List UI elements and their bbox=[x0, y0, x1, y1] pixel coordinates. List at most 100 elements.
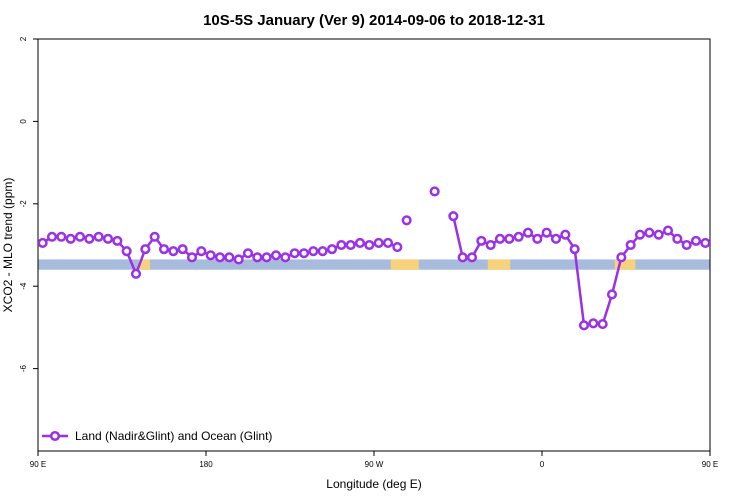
data-point bbox=[46, 231, 58, 242]
data-point bbox=[457, 252, 468, 263]
data-point bbox=[168, 246, 179, 257]
x-tick-label: 90 E bbox=[30, 460, 46, 469]
data-point bbox=[112, 235, 123, 246]
data-point bbox=[345, 239, 356, 251]
data-point bbox=[65, 233, 76, 244]
legend-marker-swatch bbox=[49, 430, 61, 442]
data-point bbox=[261, 252, 272, 263]
data-point bbox=[130, 268, 142, 279]
data-point bbox=[700, 237, 710, 248]
series-layer bbox=[38, 186, 747, 331]
chart-title: 10S-5S January (Ver 9) 2014-09-06 to 201… bbox=[203, 12, 545, 29]
land-segment bbox=[614, 259, 636, 270]
data-point bbox=[242, 248, 254, 259]
x-tick-label: 180 bbox=[199, 460, 213, 469]
data-point bbox=[532, 233, 543, 244]
data-point bbox=[597, 319, 608, 330]
data-point bbox=[336, 239, 347, 251]
x-tick-label: 90 W bbox=[365, 460, 384, 469]
data-point bbox=[513, 231, 524, 242]
data-point bbox=[569, 244, 580, 255]
data-point bbox=[476, 235, 487, 246]
data-point bbox=[280, 252, 291, 263]
data-point bbox=[56, 231, 67, 242]
land-segment bbox=[390, 259, 419, 270]
data-point bbox=[326, 244, 338, 255]
data-point bbox=[541, 227, 552, 238]
data-point bbox=[681, 239, 692, 251]
data-point bbox=[38, 237, 48, 248]
x-tick-label: 0 bbox=[540, 460, 545, 469]
data-point bbox=[709, 243, 710, 247]
y-tick-label: -2 bbox=[19, 200, 28, 208]
data-point bbox=[504, 233, 515, 244]
y-axis-label: XCO2 - MLO trend (ppm) bbox=[1, 178, 15, 313]
x-axis-label: Longitude (deg E) bbox=[326, 477, 421, 491]
data-point bbox=[298, 248, 310, 259]
y-tick-label: 2 bbox=[19, 36, 28, 41]
data-point bbox=[625, 239, 636, 251]
data-point bbox=[690, 235, 702, 246]
data-point bbox=[177, 244, 188, 255]
data-point bbox=[364, 239, 375, 251]
data-point bbox=[392, 242, 403, 253]
data-point bbox=[121, 246, 132, 257]
data-point bbox=[578, 320, 590, 331]
y-tick-label: -4 bbox=[19, 282, 28, 290]
data-point bbox=[224, 252, 235, 263]
data-point bbox=[634, 229, 646, 240]
data-point bbox=[730, 235, 738, 243]
data-point bbox=[448, 211, 459, 222]
data-point bbox=[289, 248, 300, 259]
data-point bbox=[560, 229, 571, 240]
data-point bbox=[196, 246, 207, 257]
data-point bbox=[739, 235, 747, 243]
data-point bbox=[522, 227, 534, 238]
data-point bbox=[252, 252, 263, 263]
data-point bbox=[74, 231, 86, 242]
data-point bbox=[214, 252, 226, 263]
data-point bbox=[308, 246, 319, 257]
data-point bbox=[317, 246, 328, 257]
data-point bbox=[102, 233, 114, 244]
data-point bbox=[588, 318, 599, 329]
data-point bbox=[93, 231, 104, 242]
data-point bbox=[429, 186, 440, 197]
data-point bbox=[186, 252, 198, 263]
data-point bbox=[466, 252, 478, 263]
data-point bbox=[140, 244, 151, 255]
data-point bbox=[373, 237, 384, 248]
data-point bbox=[354, 237, 366, 248]
data-point bbox=[270, 250, 282, 261]
ocean-band bbox=[38, 259, 710, 270]
series-line bbox=[452, 215, 710, 327]
series-lines bbox=[38, 186, 747, 331]
data-point bbox=[205, 250, 216, 261]
data-point bbox=[382, 237, 394, 248]
data-point bbox=[149, 231, 160, 242]
legend: Land (Nadir&Glint) and Ocean (Glint) bbox=[42, 429, 272, 443]
data-point bbox=[84, 233, 95, 244]
data-point bbox=[662, 225, 674, 236]
land-ocean-band bbox=[38, 259, 710, 270]
data-point bbox=[644, 227, 655, 238]
y-axis: -6 -4 -2 0 2 bbox=[19, 36, 38, 372]
data-point bbox=[606, 289, 618, 300]
data-point bbox=[653, 229, 664, 240]
x-axis: 90 E 180 90 W 0 90 E bbox=[30, 451, 718, 469]
x-tick-label: 90 E bbox=[702, 460, 718, 469]
data-point bbox=[720, 241, 728, 249]
y-tick-label: 0 bbox=[19, 119, 28, 124]
data-point bbox=[616, 252, 627, 263]
data-point bbox=[158, 244, 170, 255]
land-segment bbox=[487, 259, 511, 270]
data-point bbox=[233, 254, 244, 265]
data-point bbox=[494, 233, 506, 244]
data-point bbox=[550, 233, 562, 244]
data-point bbox=[401, 215, 412, 226]
data-point bbox=[672, 233, 683, 244]
legend-label: Land (Nadir&Glint) and Ocean (Glint) bbox=[75, 429, 272, 443]
land-segment bbox=[138, 259, 150, 270]
data-point bbox=[485, 239, 496, 251]
